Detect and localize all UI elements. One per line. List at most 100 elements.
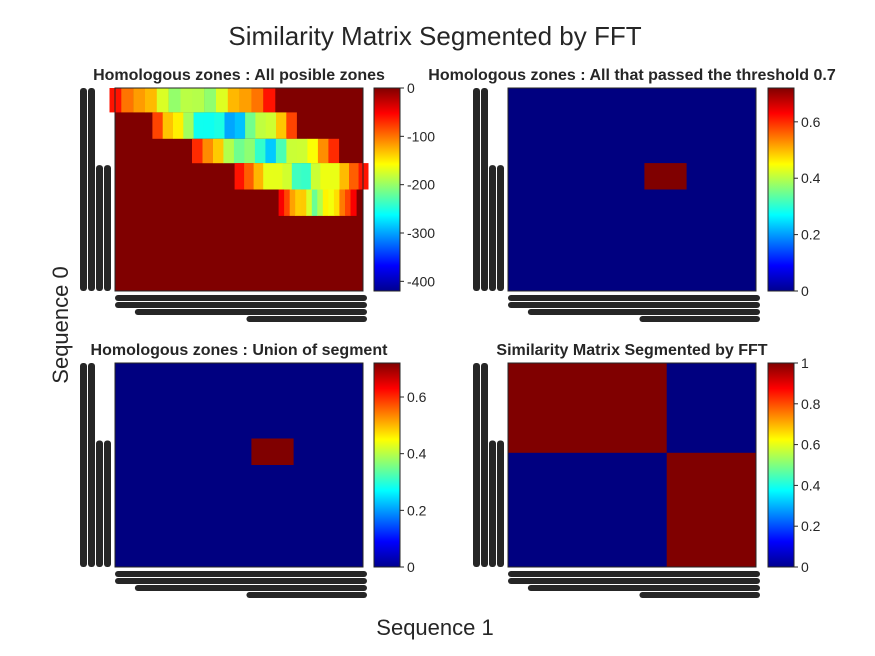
heatmap-band-1 — [109, 88, 276, 113]
tick-label-stack — [96, 440, 103, 567]
heatmap-cell — [265, 112, 277, 139]
heatmap-cell — [276, 112, 287, 139]
tick-label-stack — [508, 578, 760, 584]
heatmap-band-4 — [234, 163, 369, 190]
heatmap-cell — [173, 112, 184, 139]
heatmap-cell — [278, 189, 285, 216]
tick-label-stack — [115, 571, 367, 577]
heatmap-cell — [245, 112, 256, 139]
colorbar: 0 0.2 0.4 0.6 — [767, 87, 821, 299]
axes-box — [507, 362, 757, 568]
heatmap-cell — [307, 138, 319, 164]
colorbar-tick-label: 0 — [801, 559, 809, 575]
tick-label-stack — [481, 88, 488, 291]
heatmap-cell — [263, 163, 274, 190]
heatmap-cell — [255, 112, 266, 139]
heatmap-cell — [333, 189, 340, 216]
colorbar: 0 0.2 0.4 0.6 — [373, 362, 427, 575]
heatmap-cell — [213, 138, 224, 164]
figure-xlabel: Sequence 1 — [376, 615, 493, 640]
heatmap-cell — [311, 189, 318, 216]
colorbar-tick-label: 0.2 — [407, 502, 427, 518]
heatmap-block-1 — [251, 438, 294, 465]
heatmap-cell — [244, 163, 254, 190]
colorbar-tick-label: 0.6 — [407, 389, 427, 405]
colorbar-tick-label: 0.4 — [801, 170, 821, 186]
heatmap-cell — [272, 163, 283, 190]
tick-label-stack — [104, 165, 111, 291]
heatmap-cell — [203, 112, 215, 139]
heatmap-block-1 — [644, 163, 687, 190]
heatmap-cell — [328, 138, 340, 164]
colorbar-tick-label: -300 — [407, 225, 435, 241]
colorbar-tick-label: 0.6 — [801, 114, 821, 130]
tick-label-stack — [115, 295, 367, 301]
heatmap-band-3 — [192, 138, 340, 164]
colorbar: 0 -100 -200 -300 -400 — [373, 80, 435, 292]
figure-title: Similarity Matrix Segmented by FFT — [228, 21, 641, 51]
heatmap-panel-2: Homologous zones : All that passed the t… — [428, 67, 836, 322]
heatmap-cell — [282, 163, 293, 190]
heatmap-background — [508, 88, 756, 291]
heatmap-cell — [263, 88, 276, 113]
heatmap-block-2 — [666, 452, 756, 567]
subplot-title: Homologous zones : All that passed the t… — [428, 67, 836, 84]
heatmap-cell — [156, 88, 169, 113]
heatmap-cell — [339, 163, 350, 190]
colorbar-tick-label: 0.2 — [801, 518, 821, 534]
heatmap-cell — [193, 112, 205, 139]
tick-label-stack — [246, 592, 367, 598]
heatmap-cell — [253, 163, 264, 190]
tick-label-clutter — [80, 88, 367, 322]
colorbar-tick-label: 0 — [407, 559, 415, 575]
heatmap-cell — [233, 138, 245, 164]
tick-label-stack — [88, 363, 95, 567]
colorbar-tick-label: 0.2 — [801, 227, 821, 243]
tick-label-clutter — [80, 363, 367, 598]
heatmap-cell — [320, 163, 331, 190]
heatmap-cell — [349, 163, 359, 190]
heatmap-cell — [145, 88, 157, 113]
colorbar: 0 0.2 0.4 0.6 0.8 1 — [767, 355, 821, 575]
heatmap-cell — [317, 138, 329, 164]
heatmap-cell — [300, 189, 307, 216]
tick-label-clutter — [473, 88, 760, 322]
heatmap-cell — [216, 88, 228, 113]
colorbar-tick-label: -200 — [407, 177, 435, 193]
heatmap-cell — [224, 112, 236, 139]
tick-label-stack — [508, 571, 760, 577]
tick-label-stack — [115, 578, 367, 584]
heatmap-cell — [183, 112, 194, 139]
heatmap-cell — [296, 138, 308, 164]
heatmap-cell — [133, 88, 146, 113]
heatmap-cell — [192, 138, 203, 164]
colorbar-tick-label: 1 — [801, 355, 809, 371]
heatmap-cell — [152, 112, 163, 139]
heatmap-cell — [192, 88, 205, 113]
heatmap-cell — [223, 138, 235, 164]
heatmap-cell — [286, 112, 297, 139]
heatmap-cell — [234, 112, 246, 139]
axes-box — [114, 362, 364, 568]
colorbar-gradient — [373, 87, 401, 292]
heatmap-cell — [286, 138, 298, 164]
tick-label-clutter — [473, 363, 760, 598]
heatmap-cell — [239, 88, 252, 113]
heatmap-cell — [330, 163, 340, 190]
tick-label-stack — [96, 165, 103, 291]
subplot-title: Similarity Matrix Segmented by FFT — [496, 342, 767, 359]
colorbar-gradient — [373, 362, 401, 568]
heatmap-panel-3: Homologous zones : Union of segment 0 0.2 0… — [80, 342, 427, 598]
tick-label-stack — [80, 363, 87, 567]
heatmap-cell — [289, 189, 296, 216]
heatmap-cell — [291, 163, 302, 190]
heatmap-cell — [322, 189, 329, 216]
subplot-title: Homologous zones : Union of segment — [91, 342, 389, 359]
tick-label-stack — [527, 585, 760, 591]
heatmap-cell — [275, 138, 287, 164]
tick-label-stack — [115, 302, 367, 308]
heatmap-cell — [265, 138, 277, 164]
heatmap-cell — [306, 189, 313, 216]
tick-label-stack — [473, 363, 480, 567]
